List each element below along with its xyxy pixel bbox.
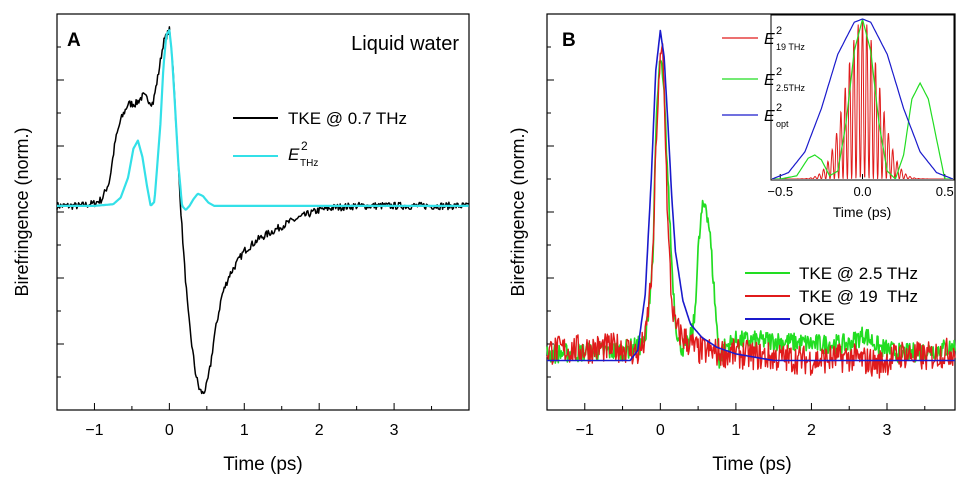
inset-legend-eopt-sub: opt xyxy=(776,119,789,129)
inset-x-tick-label: 0.0 xyxy=(853,184,871,199)
inset-series-e19 xyxy=(772,18,953,179)
panel-a-plot-area xyxy=(56,26,470,395)
legend-label-tke-2-5: TKE @ 2.5 THz xyxy=(799,264,918,283)
inset-legend-e25-sup: 2 xyxy=(776,66,782,78)
panel-a-xlabel: Time (ps) xyxy=(223,454,303,475)
panel-b-ylabel: Birefringence (norm.) xyxy=(508,127,528,296)
panel-b-inset: −0.5 0.0 0.5 Time (ps) E 2 19 THz E 2 2.5T… xyxy=(722,14,955,220)
series-line-0 xyxy=(56,26,470,395)
legend-label-tke-19: TKE @ 19 THz xyxy=(799,287,918,306)
series-line-2 xyxy=(547,29,955,362)
legend-label-e2-thz-sup: 2 xyxy=(301,139,308,153)
inset-frame xyxy=(770,14,955,181)
panel-a-frame xyxy=(56,13,470,411)
panel-b-x-axis: −1 0 1 2 3 xyxy=(546,403,926,439)
inset-x-tick-label: −0.5 xyxy=(767,184,793,199)
inset-legend-e19-sup: 2 xyxy=(776,25,782,37)
panel-a-x-axis: −1 0 1 2 3 xyxy=(56,403,470,439)
inset-legend-e19-main: E xyxy=(764,31,775,48)
x-tick-label: 2 xyxy=(315,422,324,439)
inset-xlabel: Time (ps) xyxy=(833,204,892,220)
panel-b-y-axis xyxy=(547,46,554,378)
panel-b: B Time (ps) Birefringence (norm.) −1 0 1 2 3… xyxy=(508,13,956,475)
panel-a: A Liquid water Time (ps) Birefringence (… xyxy=(12,13,470,475)
x-tick-label: −1 xyxy=(85,422,103,439)
series-line-1 xyxy=(546,43,956,379)
panel-a-letter: A xyxy=(67,30,81,51)
legend-label-e2-thz-sub: THz xyxy=(300,158,318,169)
x-tick-label: −1 xyxy=(576,422,594,439)
panel-a-ylabel: Birefringence (norm.) xyxy=(12,127,32,296)
x-tick-label: 3 xyxy=(883,422,892,439)
inset-legend-eopt-main: E xyxy=(764,108,775,125)
inset-legend-e25-sub: 2.5THz xyxy=(776,83,806,93)
x-tick-label: 2 xyxy=(807,422,816,439)
x-tick-label: 3 xyxy=(390,422,399,439)
inset-x-tick-label: 0.5 xyxy=(936,184,954,199)
inset-x-axis: −0.5 0.0 0.5 xyxy=(767,174,954,199)
inset-legend-e19-sub: 19 THz xyxy=(776,42,805,52)
legend-label-tke-0-7: TKE @ 0.7 THz xyxy=(288,109,407,128)
panel-a-legend: TKE @ 0.7 THz E 2 THz xyxy=(233,109,407,169)
panel-b-legend: TKE @ 2.5 THz TKE @ 19 THz OKE xyxy=(745,264,918,329)
panel-b-plot-area xyxy=(546,29,956,379)
panel-a-y-axis xyxy=(57,46,64,378)
panel-b-xlabel: Time (ps) xyxy=(712,454,792,475)
panel-b-letter: B xyxy=(562,30,576,51)
legend-label-oke: OKE xyxy=(799,310,835,329)
legend-label-e2-thz: E xyxy=(288,145,300,164)
inset-series-eopt xyxy=(772,18,953,179)
series-line-1 xyxy=(56,29,469,211)
inset-legend: E 2 19 THz E 2 2.5THz E 2 opt xyxy=(722,25,806,129)
x-tick-label: 1 xyxy=(731,422,740,439)
inset-plot-area xyxy=(772,18,953,179)
panel-a-title: Liquid water xyxy=(351,33,459,55)
x-tick-label: 0 xyxy=(656,422,665,439)
inset-legend-e25-main: E xyxy=(764,72,775,89)
x-tick-label: 0 xyxy=(165,422,174,439)
x-tick-label: 1 xyxy=(240,422,249,439)
inset-legend-eopt-sup: 2 xyxy=(776,102,782,114)
